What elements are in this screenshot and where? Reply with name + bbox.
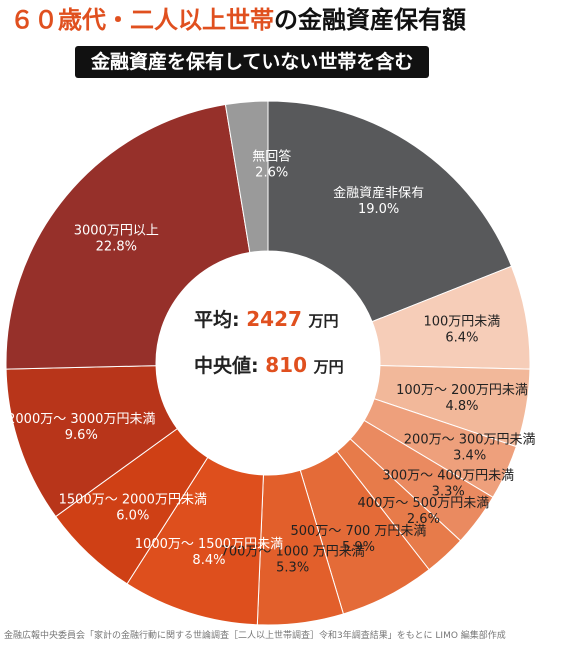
slice-value-6: 2.6%: [407, 512, 440, 527]
source-note: 金融広報中央委員会「家計の金融行動に関する世論調査［二人以上世帯調査］令和3年調…: [4, 631, 506, 641]
slice-value-3: 4.8%: [446, 399, 479, 414]
median-unit: 万円: [313, 358, 344, 376]
average-unit: 万円: [308, 312, 339, 330]
average-label: 平均: [194, 309, 233, 331]
slice-label-5: 300万〜 400万円未満 3.3%: [382, 469, 514, 500]
slice-value-4: 3.4%: [453, 449, 486, 464]
slice-label-6: 400万〜 500万円未満 2.6%: [358, 496, 490, 527]
median-colon: :: [251, 355, 259, 377]
slice-category-3: 100万〜 200万円未満: [396, 383, 528, 398]
slice-label-12: 3000万円以上 22.8%: [74, 223, 159, 254]
slice-value-2: 6.4%: [445, 330, 478, 345]
donut-chart: 金融資産非保有 19.0% 100万円未満 6.4% 100万〜 200万円未満 4.8%…: [5, 100, 536, 626]
slice-12: [5, 103, 251, 370]
chart-title-highlight: ６０歳代・二人以上世帯: [10, 6, 274, 34]
slice-category-9: 1000万〜 1500万円未満: [135, 537, 283, 552]
slice-label-9: 1000万〜 1500万円未満 8.4%: [135, 537, 283, 568]
slice-label-7: 500万〜 700 万円未満 5.9%: [291, 524, 427, 555]
slice-category-1: 金融資産非保有: [333, 185, 424, 201]
slice-category-5: 300万〜 400万円未満: [382, 469, 514, 484]
slice-label-3: 100万〜 200万円未満 4.8%: [396, 383, 528, 414]
slice-category-4: 200万〜 300万円未満: [404, 433, 536, 448]
slice-category-7: 500万〜 700 万円未満: [291, 524, 427, 539]
slice-value-12: 22.8%: [96, 239, 137, 254]
slice-category-12: 3000万円以上: [74, 223, 159, 238]
chart-subtitle: 金融資産を保有していない世帯を含む: [75, 46, 430, 78]
average-row: 平均: 2427 万円: [194, 308, 339, 332]
slice-value-11: 9.6%: [65, 428, 98, 443]
median-value: 810: [265, 353, 307, 377]
slice-category-13: 無回答: [252, 149, 291, 165]
slice-value-10: 6.0%: [116, 508, 149, 523]
slice-label-8: 700万〜 1000 万円未満 5.3%: [221, 544, 365, 575]
average-colon: :: [232, 309, 240, 331]
average-value: 2427: [246, 307, 302, 331]
slice-label-4: 200万〜 300万円未満 3.4%: [404, 433, 536, 464]
slice-value-5: 3.3%: [432, 485, 465, 500]
slice-label-2: 100万円未満 6.4%: [423, 314, 500, 345]
slice-label-1: 金融資産非保有 19.0%: [333, 185, 424, 217]
slice-value-7: 5.9%: [342, 540, 375, 555]
slice-label-10: 1500万〜 2000万円未満 6.0%: [59, 492, 207, 523]
chart-title: ６０歳代・二人以上世帯の金融資産保有額: [10, 4, 466, 36]
median-row: 中央値: 810 万円: [194, 354, 344, 378]
chart-title-rest: の金融資産保有額: [274, 6, 466, 34]
slice-category-10: 1500万〜 2000万円未満: [59, 492, 207, 507]
slice-1: [267, 100, 513, 323]
slice-value-13: 2.6%: [255, 166, 288, 181]
slice-category-11: 2000万〜 3000万円未満: [7, 412, 155, 427]
donut-center-summary: 平均: 2427 万円 中央値: 810 万円: [150, 290, 380, 410]
median-label: 中央値: [194, 355, 252, 377]
slice-value-9: 8.4%: [192, 553, 225, 568]
slice-label-13: 無回答 2.6%: [252, 149, 291, 181]
slice-category-2: 100万円未満: [423, 314, 500, 329]
donut-labels: 金融資産非保有 19.0% 100万円未満 6.4% 100万〜 200万円未満 4.8%…: [7, 149, 535, 576]
donut-slices: [5, 100, 531, 626]
slice-value-8: 5.3%: [276, 560, 309, 575]
slice-category-6: 400万〜 500万円未満: [358, 496, 490, 511]
slice-label-11: 2000万〜 3000万円未満 9.6%: [7, 412, 155, 443]
slice-category-8: 700万〜 1000 万円未満: [221, 544, 365, 559]
slice-value-1: 19.0%: [358, 202, 399, 217]
slice-13: [224, 100, 269, 254]
